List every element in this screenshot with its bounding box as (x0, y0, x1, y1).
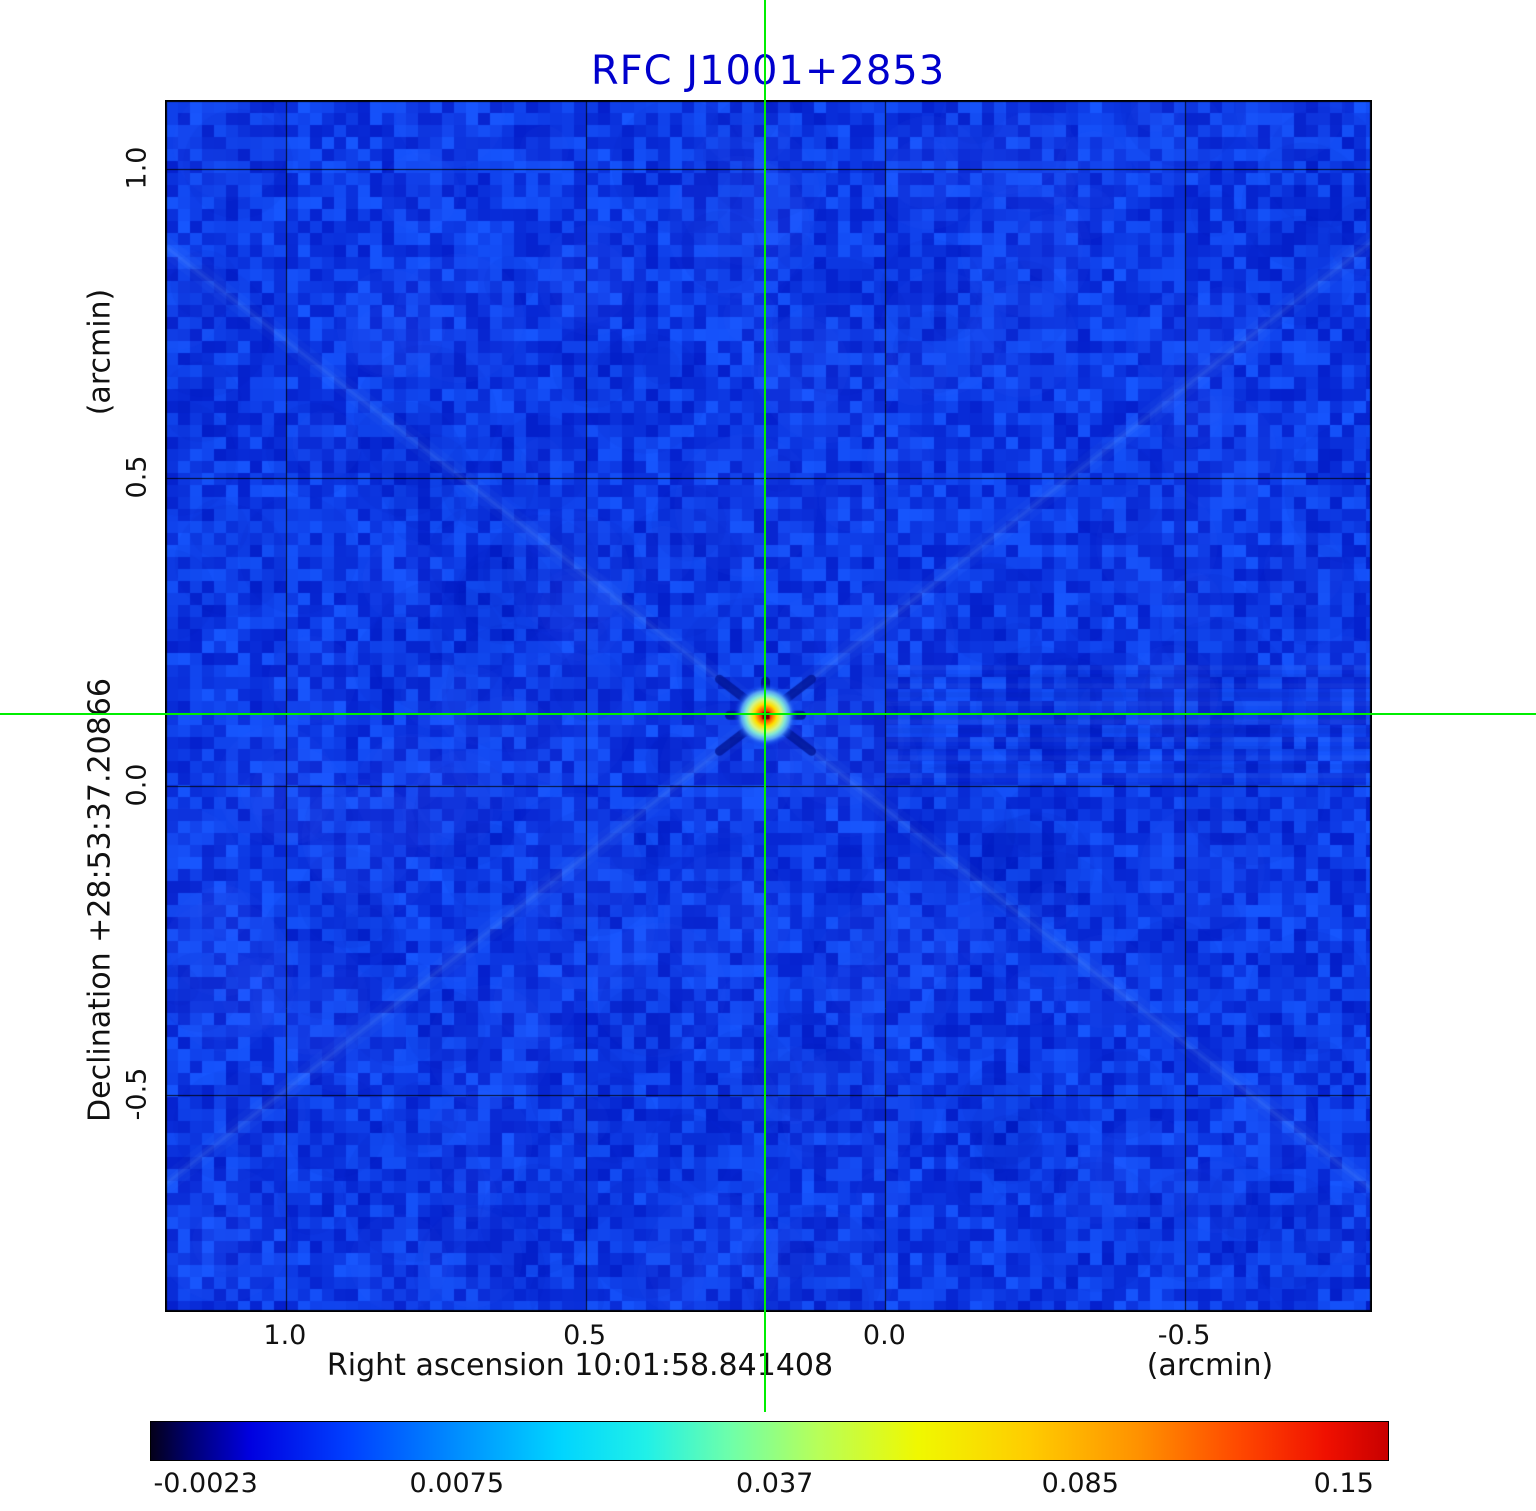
crosshair-horizontal-line (0, 713, 1536, 716)
colorbar-tick-label: 0.0075 (409, 1468, 505, 1499)
x-axis-label: Right ascension 10:01:58.841408 (326, 1348, 834, 1383)
colorbar-tick-label: 0.15 (1313, 1468, 1374, 1499)
y-tick-label: 0.0 (121, 763, 153, 807)
x-axis-unit-label: (arcmin) (1146, 1348, 1274, 1383)
x-tick-label: 0.5 (563, 1320, 607, 1351)
plot-title: RFC J1001+2853 (590, 48, 946, 94)
x-tick-label: -0.5 (1157, 1320, 1211, 1351)
sky-map (165, 100, 1372, 1312)
x-tick-label: 1.0 (263, 1320, 307, 1351)
sky-map-canvas (166, 101, 1371, 1311)
y-tick-label: -0.5 (121, 1067, 153, 1121)
y-axis-unit-label: (arcmin) (82, 288, 118, 416)
y-axis-label: Declination +28:53:37.20866 (82, 678, 118, 1122)
x-tick-label: 0.0 (862, 1320, 906, 1351)
y-tick-label: 0.5 (121, 455, 153, 499)
colorbar-tick-label: -0.0023 (153, 1468, 258, 1499)
colorbar-tick-label: 0.037 (736, 1468, 814, 1499)
crosshair-vertical-line (763, 0, 766, 1412)
colorbar-tick-label: 0.085 (1041, 1468, 1119, 1499)
y-tick-label: 1.0 (121, 146, 153, 190)
colorbar (150, 1421, 1389, 1461)
